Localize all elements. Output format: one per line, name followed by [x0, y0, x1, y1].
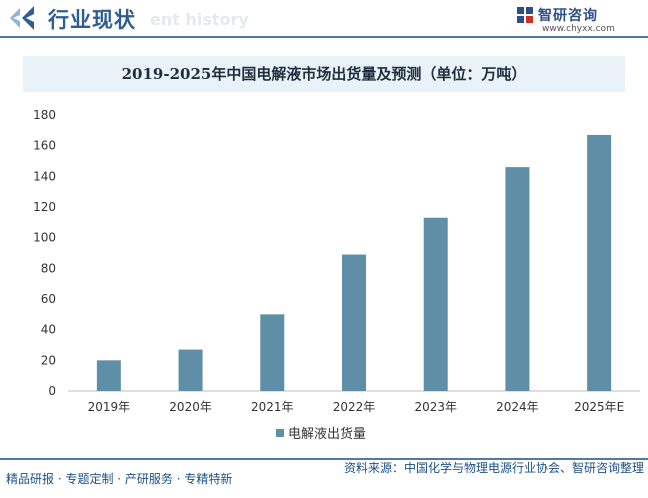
y-tick-label: 60 [41, 292, 56, 306]
y-tick-label: 160 [33, 139, 56, 153]
y-tick-label: 0 [48, 384, 56, 398]
chart-title: 2019-2025年中国电解液市场出货量及预测（单位：万吨） [121, 65, 527, 83]
bar-2024 [505, 167, 530, 391]
double-chevron-icon [10, 6, 34, 30]
x-tick-label: 2020年 [169, 400, 212, 414]
bar-2022 [342, 254, 366, 391]
brand-logo-icon [517, 7, 533, 23]
footer-divider [0, 458, 648, 460]
x-tick-label: 2023年 [414, 400, 457, 414]
y-tick-label: 180 [33, 108, 56, 122]
bar-2019 [96, 360, 121, 391]
y-tick-label: 120 [33, 200, 56, 214]
brand-url: www.chyxx.com [542, 24, 615, 34]
y-tick-label: 40 [41, 323, 56, 337]
bar-chart: 0 20 40 60 80 100 120 140 160 180 2019年 2020年 2021年 2… [33, 108, 640, 442]
footer-source: 资料来源：中国化学与物理电源行业协会、智研咨询整理 [343, 461, 644, 475]
section-title: 行业现状 [48, 8, 136, 32]
y-tick-label: 140 [33, 169, 56, 183]
x-tick-label: 2024年 [496, 400, 539, 414]
bar-2025E [587, 134, 612, 391]
x-tick-label: 2019年 [88, 400, 131, 414]
y-tick-label: 100 [33, 231, 56, 245]
section-ghost-text: ent history [150, 10, 249, 29]
footer-services: 精品研报 · 专题定制 · 产研服务 · 专精特新 [6, 472, 233, 486]
legend-label: 电解液出货量 [288, 426, 366, 442]
x-tick-label: 2021年 [251, 400, 294, 414]
brand-name: 智研咨询 [538, 8, 598, 24]
y-tick-label: 80 [41, 261, 56, 275]
y-tick-label: 20 [41, 353, 56, 367]
bar-2023 [423, 217, 448, 391]
chart-title-bar: 2019-2025年中国电解液市场出货量及预测（单位：万吨） [23, 56, 625, 92]
bar-2021 [260, 314, 285, 391]
header: 行业现状 ent history 智研咨询 www.chyxx.com [0, 0, 648, 42]
header-divider [0, 36, 648, 38]
bar-2020 [178, 349, 203, 391]
legend-swatch [276, 429, 284, 437]
brand-logo: 智研咨询 www.chyxx.com [516, 4, 636, 36]
x-tick-label: 2022年 [333, 400, 376, 414]
x-tick-label: 2025年E [574, 400, 624, 414]
